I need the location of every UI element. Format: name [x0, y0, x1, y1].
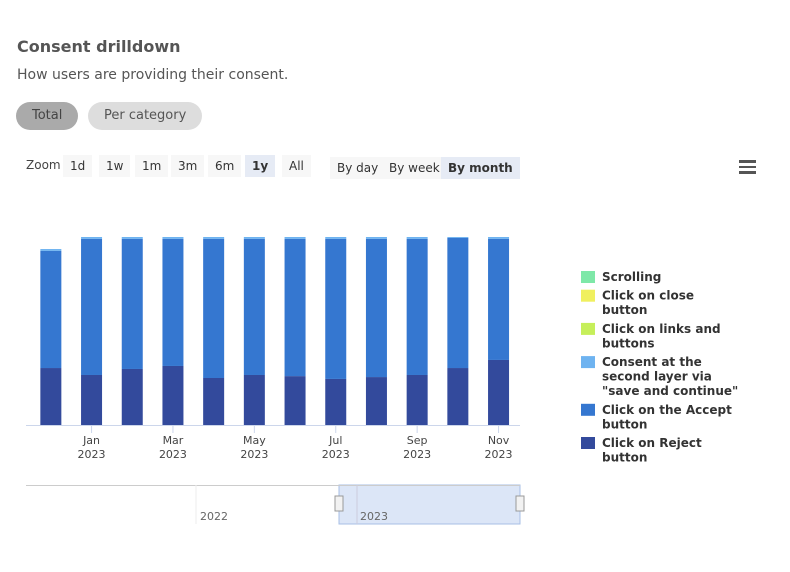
- legend-label: Click on close button: [602, 289, 694, 318]
- period-button[interactable]: By week: [382, 157, 447, 179]
- x-tick-label: Jan 2023: [78, 434, 106, 461]
- bar-segment: [121, 237, 143, 239]
- bar-segment: [325, 237, 347, 239]
- bar-segment: [243, 374, 265, 425]
- zoom-button[interactable]: 6m: [208, 155, 242, 177]
- legend-swatch: [581, 437, 595, 449]
- zoom-button[interactable]: All: [282, 155, 311, 177]
- bar-segment: [243, 238, 265, 375]
- legend-swatch: [581, 271, 595, 283]
- bar-segment: [203, 378, 225, 425]
- zoom-button[interactable]: 1w: [99, 155, 131, 177]
- navigator-selection: [338, 484, 521, 525]
- navigator-label: 2022: [200, 510, 228, 523]
- legend-item[interactable]: Click on the Accept button: [581, 403, 732, 432]
- zoom-button[interactable]: 1m: [135, 155, 169, 177]
- bar-segment: [406, 374, 428, 425]
- bar-segment: [284, 376, 306, 425]
- bar-segment: [365, 237, 387, 239]
- legend-label: Click on links and buttons: [602, 322, 721, 351]
- menu-button[interactable]: [739, 160, 756, 177]
- bar-segment: [365, 238, 387, 378]
- legend-item[interactable]: Click on Reject button: [581, 436, 702, 465]
- bar-segment: [488, 237, 510, 239]
- bar-segment: [447, 237, 469, 369]
- bar-segment: [81, 374, 103, 425]
- legend-swatch: [581, 356, 595, 369]
- bar-segment: [488, 238, 510, 360]
- legend-swatch: [581, 322, 595, 335]
- bar-segment: [203, 237, 225, 239]
- legend-swatch: [581, 289, 595, 302]
- bar-segment: [203, 238, 225, 378]
- bar-segment: [243, 237, 265, 239]
- bar-segment: [325, 238, 347, 379]
- bar-segment: [121, 238, 143, 369]
- zoom-label: Zoom: [26, 158, 61, 172]
- bar-segment: [406, 237, 428, 239]
- x-tick-label: Nov 2023: [485, 434, 513, 461]
- legend-item[interactable]: Click on links and buttons: [581, 322, 721, 351]
- tab[interactable]: Per category: [88, 102, 203, 130]
- legend-label: Click on Reject button: [602, 436, 702, 465]
- legend-label: Click on the Accept button: [602, 403, 732, 432]
- bar-segment: [447, 368, 469, 425]
- zoom-button[interactable]: 1y: [245, 155, 276, 177]
- legend-label: Scrolling: [602, 270, 661, 284]
- period-button[interactable]: By month: [441, 157, 520, 179]
- bar-segment: [325, 378, 347, 425]
- navigator-label: 2023: [360, 510, 388, 523]
- bar-segment: [162, 237, 184, 239]
- bar-segment: [365, 377, 387, 425]
- legend-swatch: [581, 403, 595, 416]
- legend-item[interactable]: Click on close button: [581, 289, 694, 318]
- x-tick-label: Jul 2023: [322, 434, 350, 461]
- legend-item[interactable]: Consent at the second layer via "save and …: [581, 355, 738, 398]
- navigator-handle: [334, 495, 344, 512]
- x-tick-label: Mar 2023: [159, 434, 187, 461]
- zoom-button[interactable]: 3m: [171, 155, 205, 177]
- bar-segment: [162, 238, 184, 366]
- x-tick-label: May 2023: [240, 434, 268, 461]
- bar-segment: [284, 238, 306, 377]
- zoom-button[interactable]: 1d: [63, 155, 93, 177]
- bar-segment: [81, 237, 103, 239]
- bar-segment: [40, 249, 62, 251]
- legend-label: Consent at the second layer via "save and …: [602, 355, 738, 398]
- bar-segment: [81, 238, 103, 375]
- bar-segment: [40, 250, 62, 369]
- x-tick-label: Sep 2023: [403, 434, 431, 461]
- navigator-handle: [515, 495, 525, 512]
- bar-segment: [284, 237, 306, 239]
- period-button[interactable]: By day: [330, 157, 386, 179]
- bar-segment: [488, 359, 510, 425]
- bar-segment: [40, 368, 62, 425]
- bar-segment: [162, 365, 184, 425]
- bar-segment: [447, 237, 469, 238]
- legend-item[interactable]: Scrolling: [581, 270, 661, 284]
- bar-segment: [406, 238, 428, 375]
- subtitle: How users are providing their consent.: [17, 67, 289, 83]
- bar-segment: [121, 368, 143, 425]
- tab[interactable]: Total: [16, 102, 79, 130]
- title: Consent drilldown: [17, 37, 181, 56]
